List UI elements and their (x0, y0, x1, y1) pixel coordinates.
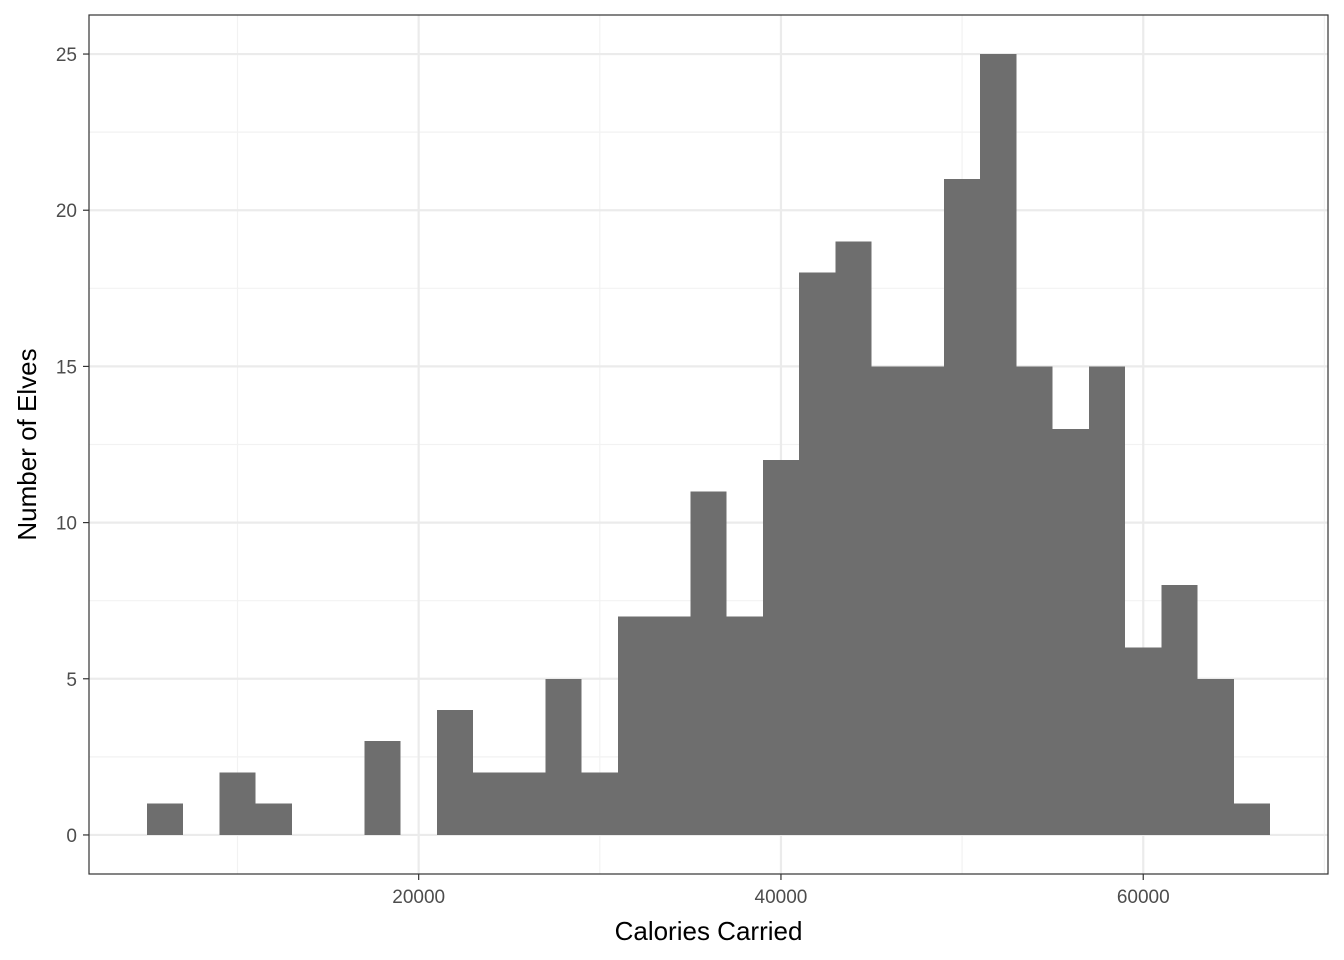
y-tick-label: 5 (66, 670, 77, 691)
panel-border (88, 14, 1329, 875)
histogram-bar (871, 366, 908, 835)
histogram-bar (473, 772, 510, 835)
histogram-bar (726, 616, 763, 835)
y-axis: 0 5 10 15 20 25 (56, 45, 89, 847)
histogram-bar (1233, 803, 1271, 835)
y-tick-label: 0 (66, 826, 77, 847)
histogram-bar (509, 772, 546, 835)
histogram-bar (545, 678, 582, 835)
y-tick-label: 25 (56, 45, 77, 66)
x-axis: 20000 40000 60000 (392, 874, 1170, 908)
y-tick-label: 15 (56, 357, 77, 378)
histogram-bar (364, 741, 401, 835)
y-tick-label: 10 (56, 514, 77, 535)
x-tick-label: 20000 (392, 887, 445, 908)
histogram-bar (690, 491, 727, 835)
x-tick-label: 60000 (1117, 887, 1170, 908)
histogram-bar (1125, 647, 1162, 835)
histogram-bar (835, 241, 872, 835)
histogram-bar (980, 54, 1017, 835)
x-tick-label: 40000 (755, 887, 808, 908)
x-axis-title: Calories Carried (615, 916, 803, 946)
histogram-bar (1052, 428, 1089, 835)
histogram-bar (1161, 585, 1198, 835)
histogram-bar (799, 272, 836, 835)
y-axis-title: Number of Elves (12, 348, 42, 540)
histogram-bar (1088, 366, 1126, 835)
histogram-bar (146, 803, 184, 835)
histogram-bar (654, 616, 691, 835)
histogram-bar (907, 366, 944, 835)
histogram-bar (1197, 678, 1234, 835)
histogram-bars (146, 54, 1271, 835)
histogram-bar (255, 803, 292, 835)
histogram-bar (436, 710, 474, 835)
histogram-bar (581, 772, 618, 835)
y-tick-label: 20 (56, 201, 77, 222)
histogram-bar (617, 616, 655, 835)
histogram-bar (219, 772, 256, 835)
histogram-bar (762, 460, 800, 835)
histogram-bar (943, 178, 981, 835)
histogram-bar (1016, 366, 1053, 835)
